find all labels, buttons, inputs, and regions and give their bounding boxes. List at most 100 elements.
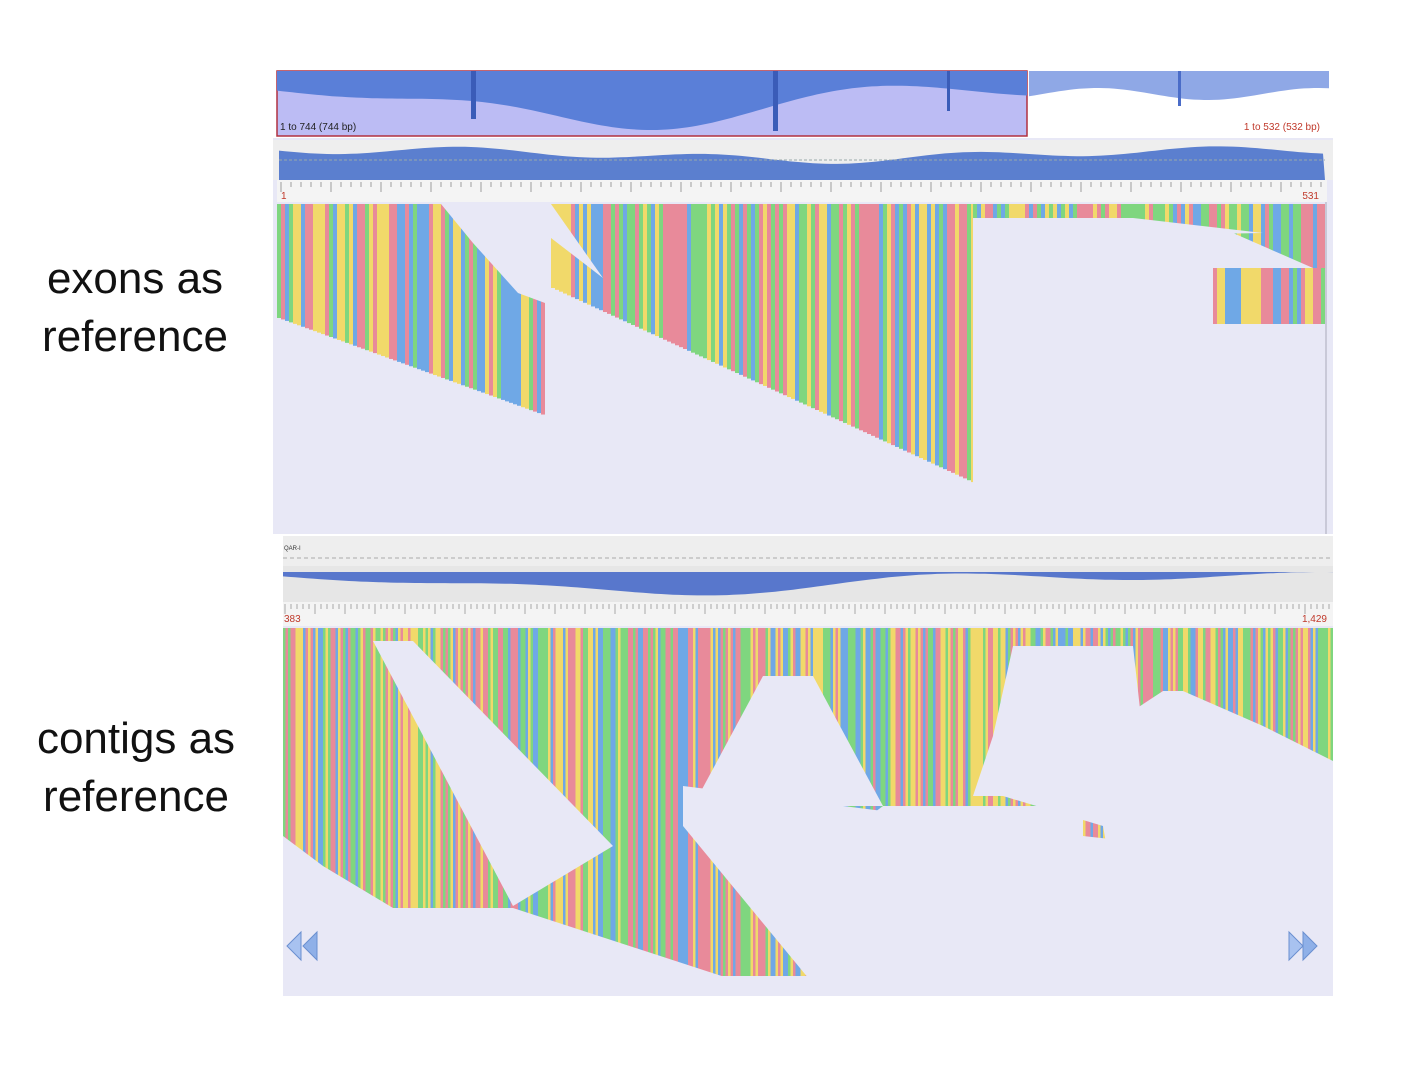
alignment-column [370, 628, 373, 996]
alignment-column [1273, 268, 1277, 324]
alignment-column [300, 628, 303, 996]
alignment-column [687, 204, 691, 351]
alignment-column [735, 204, 739, 374]
pileup-gap [283, 836, 783, 996]
alignment-column [843, 204, 847, 423]
alignment-column [555, 204, 559, 290]
alignment-column [365, 628, 368, 996]
alignment-column [440, 628, 443, 996]
alignment-column [823, 204, 827, 414]
alignment-column [723, 204, 727, 368]
alignment-column [369, 204, 373, 352]
alignment-column [377, 204, 381, 355]
coverage-track [283, 572, 1333, 602]
alignment-column [341, 204, 345, 342]
overview-marker [471, 71, 476, 119]
alignment-column [313, 204, 317, 332]
alignment-column [608, 628, 611, 996]
pileup-gap [693, 676, 883, 806]
alignment-column [1217, 268, 1221, 324]
alignment-column [1277, 268, 1281, 324]
alignment-column [353, 204, 357, 346]
alignment-column [628, 628, 631, 996]
alignment-column [615, 628, 618, 996]
alignment-column [357, 204, 361, 348]
alignment-column [493, 204, 497, 397]
alignment-column [481, 204, 485, 393]
read-pileup[interactable] [283, 628, 1333, 996]
alignment-column [413, 628, 416, 996]
alignment-column [903, 204, 907, 451]
alignment-column [438, 628, 441, 996]
read-pileup[interactable] [277, 204, 1325, 534]
top-caption: exons as reference [28, 250, 242, 366]
bottom-caption-line1: contigs as [36, 714, 236, 763]
alignment-column [425, 204, 429, 373]
alignment-column [360, 628, 363, 996]
alignment-column [1229, 268, 1233, 324]
alignment-column [627, 204, 631, 324]
alignment-column [390, 628, 393, 996]
alignment-column [715, 204, 719, 364]
alignment-column [297, 204, 301, 326]
ruler-end: 531 [1302, 191, 1319, 202]
alignment-column [533, 204, 537, 412]
alignment-column [603, 204, 607, 313]
alignment-column [1313, 268, 1317, 324]
top-caption-line2: reference [42, 312, 228, 361]
alignment-column [759, 204, 763, 385]
overview-right-range: 1 to 532 (532 bp) [1244, 122, 1320, 133]
alignment-column [787, 204, 791, 398]
alignment-column [799, 204, 803, 403]
alignment-column [393, 204, 397, 361]
alignment-column [615, 204, 619, 318]
overview-marker [947, 71, 950, 111]
alignment-column [343, 628, 346, 996]
alignment-column [473, 204, 477, 390]
alignment-column [879, 204, 883, 440]
alignment-column [613, 628, 616, 996]
alignment-column [380, 628, 383, 996]
alignment-column [731, 204, 735, 372]
alignment-column [525, 204, 529, 409]
alignment-column [623, 204, 627, 322]
alignment-column [308, 628, 311, 996]
alignment-column [398, 628, 401, 996]
ruler-start: 383 [284, 614, 301, 625]
alignment-column [401, 204, 405, 364]
alignment-column [675, 204, 679, 346]
alignment-column [671, 204, 675, 344]
alignment-column [863, 204, 867, 433]
alignment-column [303, 628, 306, 996]
alignment-column [425, 628, 428, 996]
alignment-column [383, 628, 386, 996]
double-chevron-left-icon[interactable] [286, 930, 318, 962]
alignment-column [1305, 268, 1309, 324]
alignment-column [859, 204, 863, 431]
alignment-column [875, 204, 879, 438]
alignment-column [643, 204, 647, 331]
double-chevron-right-icon[interactable] [1288, 930, 1318, 962]
alignment-column [591, 204, 595, 307]
alignment-column [605, 628, 608, 996]
alignment-column [619, 204, 623, 320]
alignment-column [1293, 268, 1297, 324]
alignment-column [899, 204, 903, 449]
alignment-column [349, 204, 353, 345]
alignment-column [465, 204, 469, 387]
alignment-column [827, 204, 831, 416]
alignment-column [1265, 268, 1269, 324]
alignment-column [335, 628, 338, 996]
alignment-column [951, 204, 955, 473]
alignment-column [385, 628, 388, 996]
alignment-column [655, 204, 659, 337]
alignment-column [457, 204, 461, 384]
alignment-column [771, 204, 775, 390]
alignment-column [711, 204, 715, 362]
alignment-column [675, 628, 678, 996]
alignment-column [1241, 268, 1245, 324]
alignment-column [378, 628, 381, 996]
alignment-column [441, 204, 445, 378]
bottom-caption-line2: reference [43, 772, 229, 821]
exon-alignment-view: 1 to 744 (744 bp) 1 to 532 (532 bp) 1 53… [273, 68, 1333, 534]
